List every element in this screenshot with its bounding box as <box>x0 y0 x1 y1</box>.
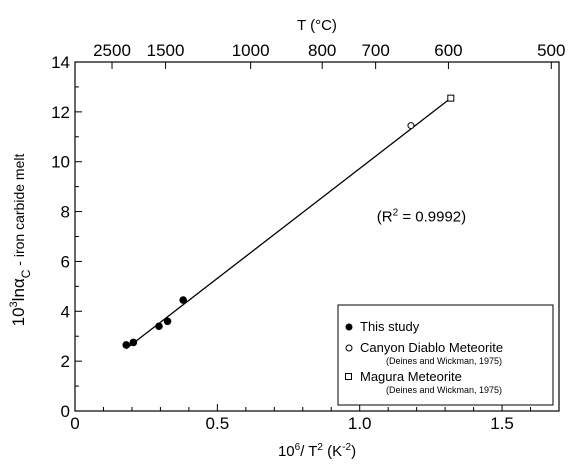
data-point-s0-0 <box>122 341 131 349</box>
legend-label-this-study: This study <box>360 319 420 334</box>
y-tick-label-7: 14 <box>51 53 70 72</box>
x-tick-label-1: 0.5 <box>206 414 230 433</box>
x-axis-title: 106/ T2 (K-2) <box>278 442 356 460</box>
y-tick-label-2: 4 <box>61 302 70 321</box>
data-point-s0-3 <box>163 317 172 326</box>
points-group <box>122 94 455 349</box>
x-tick-label-0: 0 <box>70 414 79 433</box>
y-axis-title: 103lnαC - iron carbide melt <box>8 154 33 327</box>
legend-label-magura: Magura Meteorite <box>360 369 462 384</box>
fit-line-group <box>125 97 452 350</box>
legend-ref-magura: (Deines and Wickman, 1975) <box>386 385 502 395</box>
top-tick-label-4: 700 <box>361 41 389 60</box>
x-tick-label-3: 1.5 <box>490 414 514 433</box>
top-axis-title: T (°C) <box>297 17 337 34</box>
y-tick-label-5: 10 <box>51 153 70 172</box>
x-tick-label-2: 1.0 <box>348 414 372 433</box>
top-tick-label-1: 1500 <box>147 41 185 60</box>
top-tick-label-3: 800 <box>308 41 336 60</box>
legend-box <box>337 304 554 406</box>
data-point-s1-0 <box>407 122 415 130</box>
top-tick-label-0: 2500 <box>93 41 131 60</box>
tick-group: 0 0.5 1.0 1.5 0 2 4 6 8 10 12 14 2500 1500 1000 800 700 6… <box>51 41 565 433</box>
legend-ref-canyon-diablo: (Deines and Wickman, 1975) <box>386 356 502 366</box>
top-tick-label-6: 500 <box>537 41 565 60</box>
y-tick-label-4: 8 <box>61 203 70 222</box>
y-tick-label-1: 2 <box>61 352 70 371</box>
data-point-s2-0 <box>447 94 455 102</box>
data-point-s0-2 <box>155 322 163 331</box>
data-point-s0-1 <box>129 338 138 347</box>
data-point-s0-4 <box>179 296 187 304</box>
top-tick-label-2: 1000 <box>232 41 270 60</box>
legend-marker-magura <box>345 373 352 380</box>
y-tick-label-0: 0 <box>61 402 70 421</box>
legend-marker-this-study <box>345 323 353 331</box>
y-tick-label-6: 12 <box>51 103 70 122</box>
y-tick-label-3: 6 <box>61 252 70 271</box>
r-squared-annotation: (R2 = 0.9992) <box>377 208 466 226</box>
legend-label-canyon-diablo: Canyon Diablo Meteorite <box>360 340 503 355</box>
legend-marker-canyon-diablo <box>345 344 353 352</box>
fit-line <box>125 97 452 350</box>
top-tick-label-5: 600 <box>434 41 462 60</box>
legend: This study Canyon Diablo Meteorite (Dein… <box>337 304 554 406</box>
